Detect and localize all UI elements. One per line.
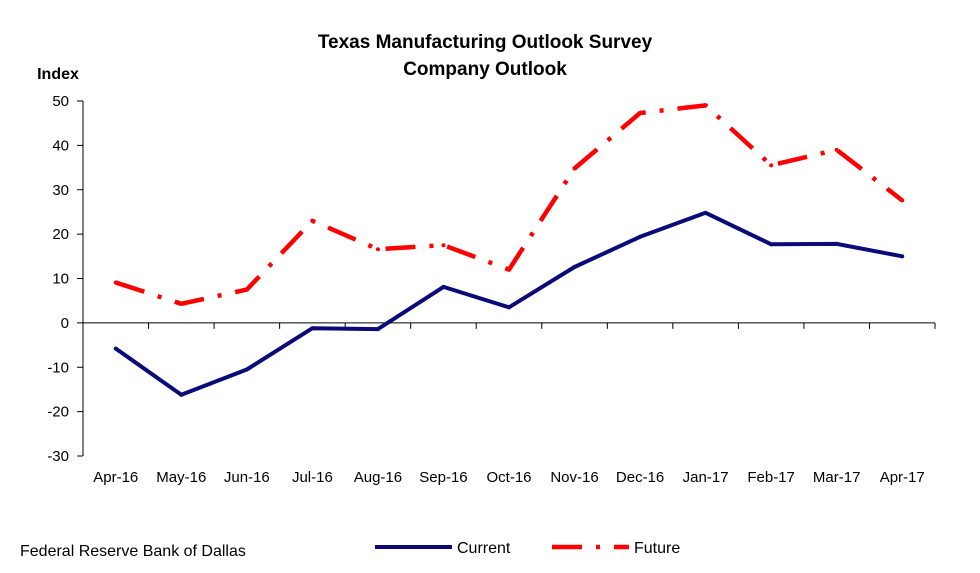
series-future-line xyxy=(115,103,904,307)
y-tick-label: -10 xyxy=(47,359,69,376)
x-tick-label: Sep-16 xyxy=(419,469,467,486)
x-tick-label: Mar-17 xyxy=(813,469,861,486)
series-current-point xyxy=(572,264,577,269)
y-tick-label: 40 xyxy=(52,137,69,154)
chart-title: Texas Manufacturing Outlook Survey xyxy=(318,32,653,53)
y-axis-label: Index xyxy=(37,66,79,83)
legend-label-future: Future xyxy=(634,540,680,557)
x-tick-label: Apr-17 xyxy=(880,469,925,486)
series-current-point xyxy=(375,327,380,332)
y-tick-label: 30 xyxy=(52,182,69,199)
series-current-point xyxy=(638,234,643,239)
x-tick-label: Jul-16 xyxy=(292,469,333,486)
x-tick-label: May-16 xyxy=(156,469,206,486)
series-current-point xyxy=(310,326,315,331)
series-future-point xyxy=(703,103,708,108)
chart-subtitle: Company Outlook xyxy=(403,59,567,80)
axes: 50 40 30 20 10 0 -10 -20 -30 Apr-16 May-16 Jun-16 Ju… xyxy=(47,93,936,486)
series-future-point xyxy=(441,243,446,248)
series-future-point xyxy=(834,147,839,152)
series-current-point xyxy=(113,346,118,351)
y-tick-label: -20 xyxy=(47,404,69,421)
series-future-point xyxy=(375,247,380,252)
x-tick-label: Jun-16 xyxy=(224,469,270,486)
y-tick-label: 50 xyxy=(52,93,69,110)
series-current-point xyxy=(834,241,839,246)
series-current-point xyxy=(244,367,249,372)
series-current-point xyxy=(441,284,446,289)
series-future-point xyxy=(507,267,511,272)
series-future-point xyxy=(179,301,184,306)
series-future-point xyxy=(310,218,315,223)
series-current-point xyxy=(179,392,184,397)
x-tick-label: Oct-16 xyxy=(486,469,531,486)
y-tick-label: 10 xyxy=(52,271,69,288)
x-tick-label: Dec-16 xyxy=(616,469,664,486)
series-future-point xyxy=(244,287,249,292)
series-current-point xyxy=(703,210,708,215)
y-tick-label: -30 xyxy=(47,448,69,465)
series-current-point xyxy=(769,242,774,247)
legend-label-current: Current xyxy=(457,540,511,557)
series-future-point xyxy=(900,198,905,203)
series-future-point xyxy=(638,110,643,115)
series-future-point xyxy=(572,166,577,171)
series-current-point xyxy=(507,305,511,310)
y-tick-label: 20 xyxy=(52,226,69,243)
series-current-line xyxy=(114,210,903,397)
x-tick-label: Jan-17 xyxy=(683,469,729,486)
series-future-point xyxy=(769,163,774,168)
x-tick-label: Feb-17 xyxy=(747,469,795,486)
y-tick-label: 0 xyxy=(61,315,69,332)
x-tick-label: Nov-16 xyxy=(550,469,598,486)
series-future-point xyxy=(113,280,118,285)
legend: Current Future xyxy=(375,540,680,557)
series-layer xyxy=(113,103,905,397)
source-note: Federal Reserve Bank of Dallas xyxy=(20,543,246,560)
x-tick-label: Aug-16 xyxy=(354,469,402,486)
x-tick-label: Apr-16 xyxy=(93,469,138,486)
series-current-point xyxy=(900,254,905,259)
